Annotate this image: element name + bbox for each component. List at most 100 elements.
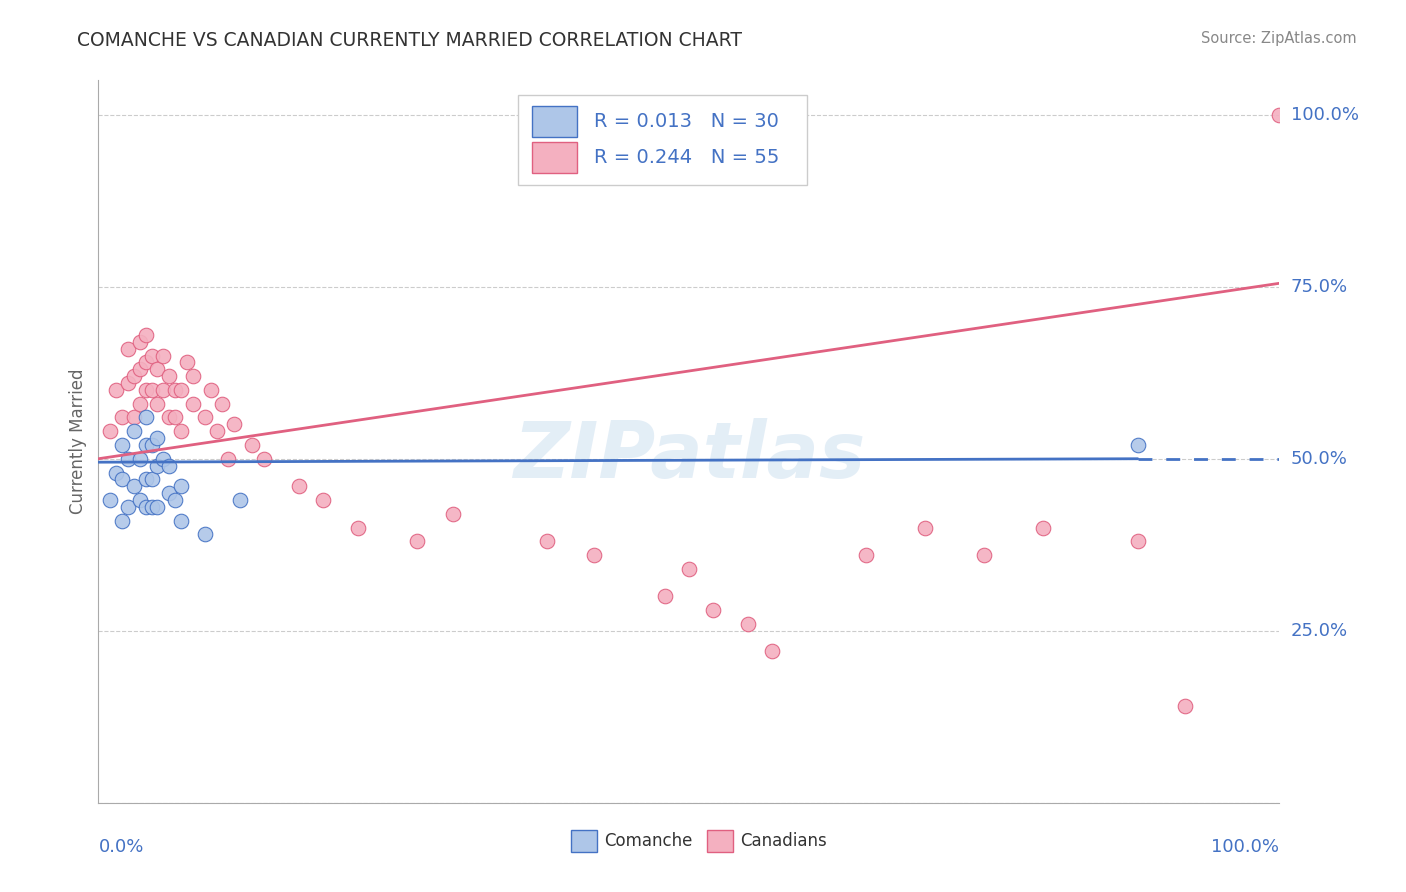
Point: [194, 527, 217, 541]
Point: [128, 362, 150, 376]
Point: [98, 493, 121, 508]
Text: 75.0%: 75.0%: [1291, 277, 1348, 296]
Point: [135, 410, 157, 425]
Point: [141, 383, 163, 397]
Point: [135, 472, 157, 486]
Point: [135, 438, 157, 452]
Point: [135, 327, 157, 342]
Point: [702, 603, 724, 617]
Point: [914, 520, 936, 534]
Point: [312, 493, 335, 508]
Point: [122, 424, 145, 438]
Point: [146, 458, 169, 473]
Point: [98, 424, 121, 438]
Text: Canadians: Canadians: [740, 832, 827, 850]
FancyBboxPatch shape: [531, 143, 576, 173]
Text: COMANCHE VS CANADIAN CURRENTLY MARRIED CORRELATION CHART: COMANCHE VS CANADIAN CURRENTLY MARRIED C…: [77, 31, 742, 50]
Point: [141, 500, 163, 514]
Point: [583, 548, 606, 562]
Text: R = 0.013   N = 30: R = 0.013 N = 30: [595, 112, 779, 131]
Point: [200, 383, 222, 397]
Point: [678, 562, 700, 576]
Point: [146, 500, 169, 514]
Point: [157, 486, 180, 500]
Point: [117, 342, 139, 356]
Point: [1032, 520, 1054, 534]
Point: [111, 472, 134, 486]
Point: [654, 590, 676, 604]
Point: [170, 514, 193, 528]
Point: [288, 479, 311, 493]
Y-axis label: Currently Married: Currently Married: [69, 368, 87, 515]
Point: [855, 548, 877, 562]
Point: [181, 369, 204, 384]
Point: [406, 534, 429, 549]
Point: [165, 493, 187, 508]
Text: 50.0%: 50.0%: [1291, 450, 1347, 467]
Point: [211, 397, 233, 411]
Point: [973, 548, 995, 562]
Point: [128, 397, 150, 411]
Point: [240, 438, 263, 452]
Point: [229, 493, 252, 508]
Point: [170, 424, 193, 438]
Point: [1126, 438, 1149, 452]
Point: [105, 466, 128, 480]
Point: [165, 410, 187, 425]
Point: [105, 383, 128, 397]
Point: [152, 451, 174, 466]
Point: [205, 424, 228, 438]
Point: [128, 451, 150, 466]
Point: [152, 349, 174, 363]
Text: 0.0%: 0.0%: [98, 838, 143, 855]
Point: [128, 493, 150, 508]
Point: [122, 369, 145, 384]
Point: [761, 644, 783, 658]
Point: [146, 431, 169, 445]
Point: [181, 397, 204, 411]
Point: [253, 451, 276, 466]
Point: [157, 369, 180, 384]
Point: [141, 472, 163, 486]
Point: [111, 410, 134, 425]
Point: [117, 500, 139, 514]
FancyBboxPatch shape: [707, 830, 733, 852]
Point: [224, 417, 246, 432]
Point: [122, 479, 145, 493]
FancyBboxPatch shape: [531, 106, 576, 136]
Point: [194, 410, 217, 425]
Point: [441, 507, 464, 521]
Point: [128, 334, 150, 349]
Point: [347, 520, 370, 534]
Point: [152, 383, 174, 397]
Point: [111, 438, 134, 452]
Point: [135, 355, 157, 369]
Point: [135, 500, 157, 514]
Point: [146, 362, 169, 376]
Point: [122, 410, 145, 425]
Point: [170, 479, 193, 493]
FancyBboxPatch shape: [517, 95, 807, 185]
Point: [141, 349, 163, 363]
Point: [117, 376, 139, 390]
Text: R = 0.244   N = 55: R = 0.244 N = 55: [595, 148, 780, 167]
Text: 100.0%: 100.0%: [1212, 838, 1279, 855]
Point: [1268, 108, 1291, 122]
Text: 25.0%: 25.0%: [1291, 622, 1348, 640]
Point: [157, 410, 180, 425]
Point: [111, 514, 134, 528]
Point: [536, 534, 558, 549]
Point: [737, 616, 759, 631]
Point: [141, 438, 163, 452]
Point: [1126, 534, 1149, 549]
Point: [217, 451, 239, 466]
Text: Source: ZipAtlas.com: Source: ZipAtlas.com: [1201, 31, 1357, 46]
Text: Comanche: Comanche: [605, 832, 692, 850]
FancyBboxPatch shape: [571, 830, 596, 852]
Point: [1174, 699, 1197, 714]
Text: ZIPatlas: ZIPatlas: [513, 418, 865, 494]
Point: [135, 383, 157, 397]
Point: [146, 397, 169, 411]
Point: [117, 451, 139, 466]
Point: [157, 458, 180, 473]
